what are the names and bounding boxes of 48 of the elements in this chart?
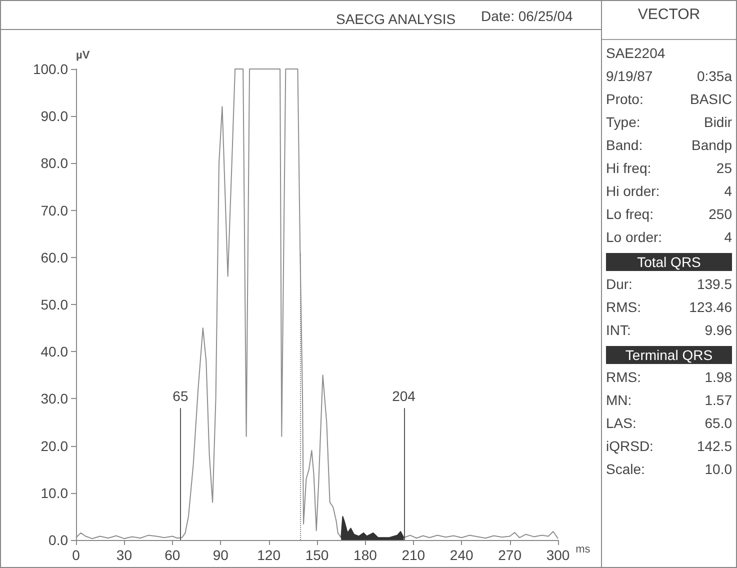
text: Dur: 139.5 bbox=[606, 276, 732, 292]
x-tick-label: 210 bbox=[402, 547, 426, 563]
y-axis-title: µV bbox=[76, 50, 90, 62]
text: RMS: 1.98 bbox=[606, 369, 732, 385]
text: Date: 06/25/04 bbox=[481, 8, 574, 24]
x-tick-label: 180 bbox=[354, 547, 378, 563]
ref-line-label: 65 bbox=[172, 388, 188, 404]
y-tick-label: 60.0 bbox=[40, 249, 68, 266]
x-tick-label: 270 bbox=[498, 547, 522, 563]
text: Band: Bandp bbox=[606, 137, 732, 153]
y-tick-label: 10.0 bbox=[40, 484, 68, 501]
x-tick-label: 300 bbox=[546, 547, 570, 563]
x-tick-label: 30 bbox=[116, 547, 132, 563]
text: Total QRS bbox=[606, 253, 732, 271]
x-tick-label: 0 bbox=[72, 547, 80, 563]
y-tick-label: 20.0 bbox=[40, 438, 68, 454]
x-tick-label: 240 bbox=[450, 547, 474, 563]
text: MN: 1.57 bbox=[606, 392, 732, 408]
y-tick-label: 50.0 bbox=[40, 296, 68, 312]
text: Type: Bidir bbox=[606, 114, 732, 130]
ref-line-label: 204 bbox=[392, 388, 416, 404]
x-tick-label: 60 bbox=[164, 547, 180, 563]
text: Lo order: 4 bbox=[606, 229, 732, 245]
x-tick-label: 90 bbox=[212, 547, 229, 563]
y-tick-label: 100.0 bbox=[32, 61, 68, 77]
text: Hi freq: 25 bbox=[606, 160, 732, 176]
text: RMS: 123.46 bbox=[606, 299, 732, 315]
text: Terminal QRS bbox=[606, 346, 732, 364]
text: SAE2204 bbox=[606, 44, 666, 63]
y-tick-label: 90.0 bbox=[40, 108, 68, 124]
text: 9/19/87 0:35a bbox=[606, 68, 732, 84]
y-tick-label: 70.0 bbox=[40, 202, 68, 218]
y-tick-label: 40.0 bbox=[40, 344, 68, 360]
text: Proto: BASIC bbox=[606, 91, 732, 107]
chart-title: SAECG ANALYSIS bbox=[336, 11, 456, 27]
text: Lo freq: 250 bbox=[606, 206, 732, 222]
y-tick-label: 30.0 bbox=[40, 390, 68, 407]
text: LAS: 65.0 bbox=[606, 415, 732, 431]
y-tick-label: 0.0 bbox=[48, 532, 68, 548]
x-tick-label: 120 bbox=[257, 547, 281, 563]
text: Scale: 10.0 bbox=[606, 461, 732, 477]
text: VECTOR bbox=[602, 3, 736, 40]
text: Hi order: 4 bbox=[606, 183, 732, 199]
text: iQRSD: 142.5 bbox=[606, 438, 732, 454]
y-tick-label: 80.0 bbox=[40, 155, 68, 172]
text: INT: 9.96 bbox=[606, 322, 732, 338]
x-axis-title: ms bbox=[576, 544, 591, 556]
x-tick-label: 150 bbox=[305, 547, 329, 563]
